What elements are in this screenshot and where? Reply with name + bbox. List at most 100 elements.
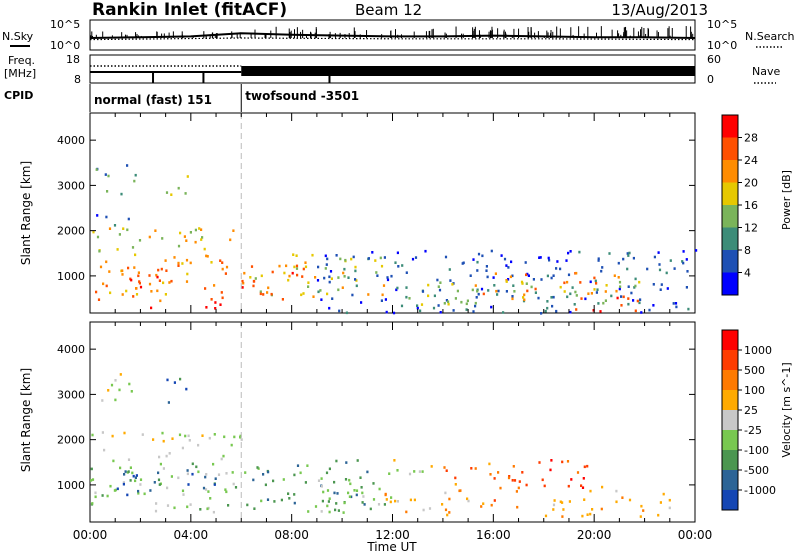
heat-cell [420,303,424,306]
heat-cell [213,483,216,486]
heat-cell [186,272,189,276]
colorbar-swatch [722,160,738,183]
heat-cell [90,467,93,471]
heat-cell [208,436,211,440]
heat-cell [316,279,320,282]
heat-cell [628,498,632,502]
heat-cell [396,469,399,472]
heat-cell [182,493,185,496]
heat-cell [143,492,146,496]
heat-cell [205,473,208,476]
heat-cell [448,497,451,501]
heat-cell [127,266,130,270]
heat-cell [96,214,99,217]
heat-cell [662,492,665,496]
heat-cell [580,484,583,487]
heat-cell [593,276,596,280]
heat-cell [669,259,672,262]
heat-cell [367,293,370,296]
colorbar-tick-label: 12 [744,222,758,235]
heat-cell [129,466,132,469]
heat-cell [105,215,108,219]
heat-cell [91,478,95,481]
heat-cell [199,508,202,511]
heat-cell [632,299,635,302]
heat-cell [181,489,185,493]
heat-cell [282,478,285,481]
heat-cell [396,500,399,503]
heat-cell [109,484,112,488]
heat-cell [293,493,296,496]
heat-cell [508,475,511,478]
heat-cell [307,510,310,513]
heat-cell [421,470,424,473]
heat-cell [252,284,255,288]
heat-cell [170,279,173,283]
heat-cell [328,510,331,514]
heat-cell [619,285,622,288]
heat-cell [206,255,209,258]
heat-cell [380,264,384,268]
heat-cell [221,261,224,264]
heat-cell [597,257,600,260]
heat-cell [333,491,336,495]
heat-cell [413,470,416,473]
heat-cell [534,287,537,291]
heat-cell [131,246,135,249]
nsearch-label: N.Search [745,30,795,43]
heat-cell [201,434,204,437]
heat-cell [392,311,396,315]
heat-cell [137,274,140,278]
heat-cell [438,288,442,292]
heat-cell [640,311,643,314]
heat-cell [95,290,98,294]
colorbar-tick-label: 8 [744,244,751,257]
heat-cell [223,435,226,439]
heat-cell [213,433,216,436]
heat-cell [376,274,379,277]
heat-cell [653,255,656,259]
heat-cell [243,271,246,275]
heat-cell [634,284,637,288]
heat-cell [158,279,161,282]
heat-cell [177,244,181,248]
heat-cell [580,297,583,300]
heat-cell [273,500,276,503]
heat-cell [372,498,376,501]
heat-cell [91,433,94,437]
heat-cell [134,476,137,479]
heat-cell [324,254,327,258]
heat-cell [546,306,549,310]
heat-cell [409,498,412,502]
heat-cell [582,477,585,480]
velocity-colorbar-label: Velocity [m s^-1] [780,362,793,457]
heat-cell [304,481,307,484]
heat-cell [589,280,592,284]
heat-cell [471,288,474,292]
heat-cell [350,495,353,499]
heat-cell [262,293,265,296]
heat-cell [470,467,473,470]
heat-cell [181,446,184,450]
heat-cell [241,279,244,283]
heat-cell [101,494,104,497]
heat-cell [314,505,318,508]
heat-cell [559,285,562,289]
heat-cell [106,190,109,193]
heat-cell [622,257,625,261]
heat-cell [335,459,338,463]
colorbar-tick-label: -500 [744,464,769,477]
heat-cell [602,301,605,305]
heat-cell [126,228,129,232]
heat-cell [586,464,589,468]
heat-cell [347,276,350,279]
heat-cell [338,309,341,313]
heat-cell [287,278,290,282]
heat-cell [118,233,121,236]
heat-cell [444,255,448,259]
velocity-colorbar: 1000 500 100 25 -25 -100 -500 -1000 [721,329,776,511]
heat-cell [538,461,541,464]
heat-cell [480,287,484,291]
heat-cell [296,273,299,277]
heat-cell [189,261,192,265]
